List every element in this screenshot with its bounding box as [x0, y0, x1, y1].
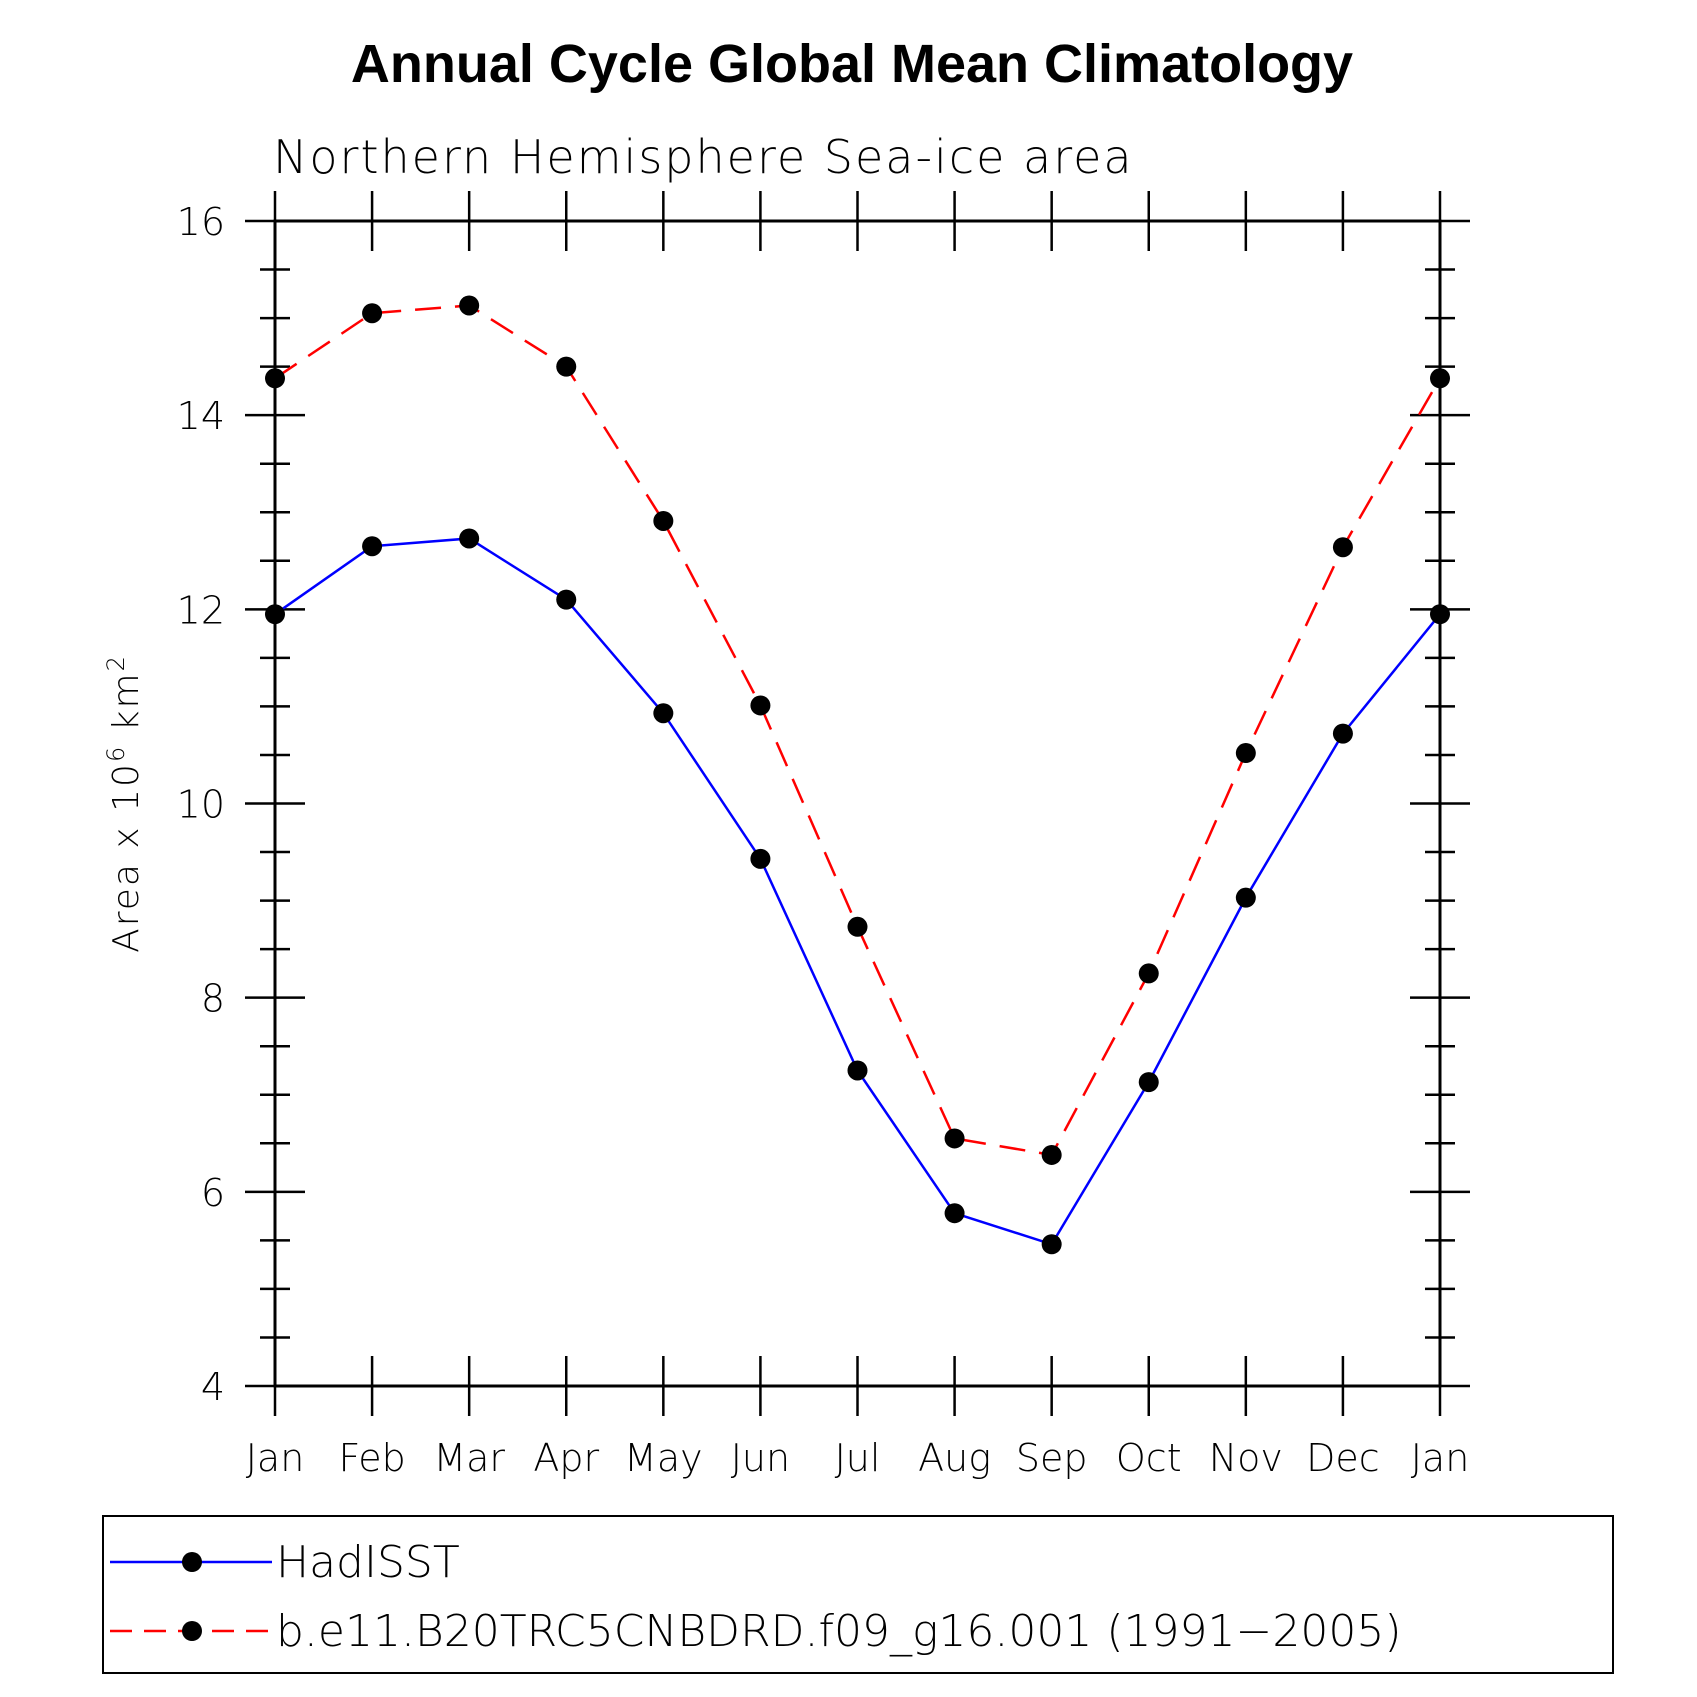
x-tick-label: Dec — [1306, 1436, 1380, 1480]
x-tick-label: Aug — [918, 1436, 991, 1480]
x-tick-label: Jan — [1411, 1436, 1470, 1480]
data-point — [1235, 887, 1256, 908]
series-2 — [265, 295, 1450, 1165]
legend-label: HadISST — [276, 1537, 460, 1588]
legend-marker — [182, 1621, 202, 1641]
data-point — [750, 848, 771, 869]
y-tick-label: 8 — [201, 977, 225, 1021]
data-point — [1235, 743, 1256, 764]
chart-title: Annual Cycle Global Mean Climatology — [351, 34, 1353, 94]
legend-box — [102, 1515, 1614, 1674]
legend-marker — [182, 1552, 202, 1572]
x-tick-label: Nov — [1209, 1436, 1283, 1480]
y-axis-title: Area x 106 km2 — [102, 654, 147, 953]
legend-label: b.e11.B20TRC5CNBDRD.f09_g16.001 (1991−20… — [276, 1606, 1401, 1657]
series-layer — [265, 295, 1450, 1255]
x-tick-label: Jan — [246, 1436, 305, 1480]
y-tick-label: 14 — [177, 394, 225, 438]
data-point — [944, 1203, 965, 1224]
y-axis-label: Area x 106 km2 — [102, 654, 147, 953]
series-1 — [265, 528, 1450, 1255]
data-point — [1138, 1072, 1159, 1093]
data-point — [1041, 1234, 1062, 1255]
data-point — [362, 536, 383, 557]
x-tick-label: Oct — [1116, 1436, 1182, 1480]
data-point — [653, 703, 674, 724]
series-line — [274, 304, 1442, 1157]
x-tick-label: Mar — [433, 1436, 505, 1480]
data-point — [847, 1060, 868, 1081]
y-axis-ticks: 4 6 8 10 12 14 16 — [177, 200, 1470, 1409]
data-point — [653, 510, 674, 531]
data-point — [459, 295, 480, 316]
data-point — [459, 528, 480, 549]
x-tick-label: Feb — [338, 1436, 405, 1480]
x-tick-label: Sep — [1016, 1436, 1088, 1480]
y-tick-label: 12 — [177, 588, 225, 632]
data-point — [1332, 723, 1353, 744]
data-point — [362, 303, 383, 324]
x-axis-ticks: Jan Feb Mar Apr May Jun Jul Aug Sep Oct Nov Dec Jan — [246, 191, 1470, 1480]
y-tick-label: 6 — [201, 1171, 225, 1215]
series-line — [274, 537, 1441, 1246]
x-tick-label: Apr — [533, 1436, 599, 1480]
data-point — [750, 695, 771, 716]
legend-item: b.e11.B20TRC5CNBDRD.f09_g16.001 (1991−20… — [110, 1606, 1401, 1657]
legend-item: HadISST — [110, 1537, 460, 1588]
plot-area-frame — [273, 219, 1442, 1388]
y-tick-label: 10 — [177, 783, 225, 827]
data-point — [1332, 537, 1353, 558]
y-tick-label: 4 — [201, 1365, 225, 1409]
data-point — [556, 356, 577, 377]
x-tick-label: Jul — [835, 1436, 881, 1480]
legend: HadISST b.e11.B20TRC5CNBDRD.f09_g16.001 (… — [102, 1515, 1614, 1674]
chart-subtitle: Northern Hemisphere Sea-ice area — [273, 130, 1134, 184]
data-point — [556, 589, 577, 610]
data-point — [944, 1128, 965, 1149]
data-point — [847, 916, 868, 937]
data-point — [1041, 1144, 1062, 1165]
data-point — [1138, 963, 1159, 984]
x-tick-label: May — [624, 1436, 703, 1480]
x-tick-label: Jun — [731, 1436, 790, 1480]
y-tick-label: 16 — [177, 200, 225, 244]
